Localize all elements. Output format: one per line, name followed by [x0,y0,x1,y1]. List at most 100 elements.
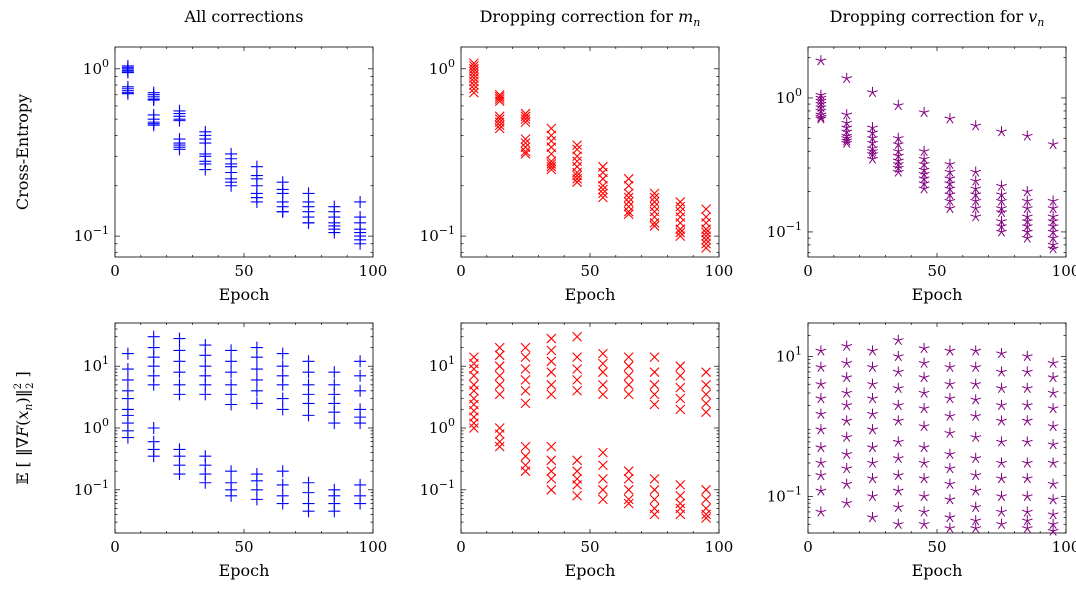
data-point [944,361,956,372]
data-point [354,355,367,368]
data-point [173,355,186,368]
data-point [970,120,982,131]
data-point [649,352,660,363]
data-point [675,224,686,235]
data-point [867,473,878,484]
data-point [225,398,238,411]
data-point [675,201,686,212]
data-point [546,466,557,477]
data-point [918,441,930,453]
data-point [302,505,315,518]
data-point [546,389,557,400]
data-point [623,192,634,203]
data-point [121,431,134,444]
data-point [623,498,634,509]
data-point [494,441,505,452]
data-point [944,166,956,177]
data-point [892,138,904,150]
data-point [944,345,956,356]
x-tick-label: 100 [359,538,388,556]
data-point [815,469,827,481]
x-tick-label: 50 [580,262,599,280]
data-point [598,474,608,484]
data-point [520,441,531,452]
data-point [701,367,711,378]
data-point [623,201,634,212]
data-point [598,447,608,458]
data-point [867,441,878,453]
data-point [199,476,212,489]
data-point [970,195,982,206]
data-point [623,352,634,363]
data-point [1021,350,1033,362]
data-point [250,493,263,506]
data-point [546,333,557,344]
data-point [996,220,1007,232]
data-point [546,123,557,134]
x-tick-label: 0 [456,262,466,280]
data-point [944,463,956,474]
data-point [996,226,1007,237]
data-point [250,384,263,397]
data-point [841,117,853,128]
data-point [469,73,479,83]
data-point [944,113,956,124]
data-point [867,408,878,419]
data-point [944,195,956,206]
data-point [970,166,982,177]
data-point [841,399,853,411]
data-point [944,393,956,404]
x-tick-label: 0 [110,262,120,280]
data-point [520,352,531,363]
x-tick-label: 100 [705,538,734,556]
data-point [649,379,660,390]
y-tick-label: 10−1 [767,484,802,505]
data-point [546,367,557,378]
data-point [918,173,930,184]
data-point [649,399,660,410]
data-point [121,373,134,386]
data-point [494,389,505,400]
data-point [841,415,853,426]
data-point [354,384,367,397]
data-point [918,387,930,398]
data-point [841,72,853,84]
data-point [996,473,1007,484]
data-point [892,150,904,161]
data-point [867,132,878,144]
data-point [675,498,686,509]
data-point [147,119,160,132]
data-point [675,206,686,217]
data-point [572,375,582,385]
data-point [675,382,686,393]
data-point [649,188,660,199]
data-point [1047,403,1059,414]
data-point [649,206,660,217]
data-point [173,388,186,401]
data-point [970,410,982,421]
data-point [867,393,878,404]
data-point [649,367,660,378]
data-point [1047,202,1059,214]
data-point [199,349,212,362]
data-series [815,334,1059,536]
data-point [598,188,608,199]
data-point [1021,195,1033,206]
data-point [892,158,904,169]
data-point [276,478,289,491]
chart-panel-1: 0 50 100 100 10−1 Epoch All corrections [74,7,388,304]
data-point [1021,211,1033,222]
x-axis-label: Epoch [219,561,270,580]
data-point [598,173,608,184]
data-point [199,137,212,150]
data-point [970,175,982,186]
x-tick-label: 50 [580,538,599,556]
data-point [1047,509,1059,520]
data-point [623,484,634,495]
data-point [1047,232,1059,243]
data-point [173,366,186,379]
data-point [944,478,956,489]
data-point [867,424,878,435]
data-point [918,518,930,529]
data-point [1047,243,1059,254]
